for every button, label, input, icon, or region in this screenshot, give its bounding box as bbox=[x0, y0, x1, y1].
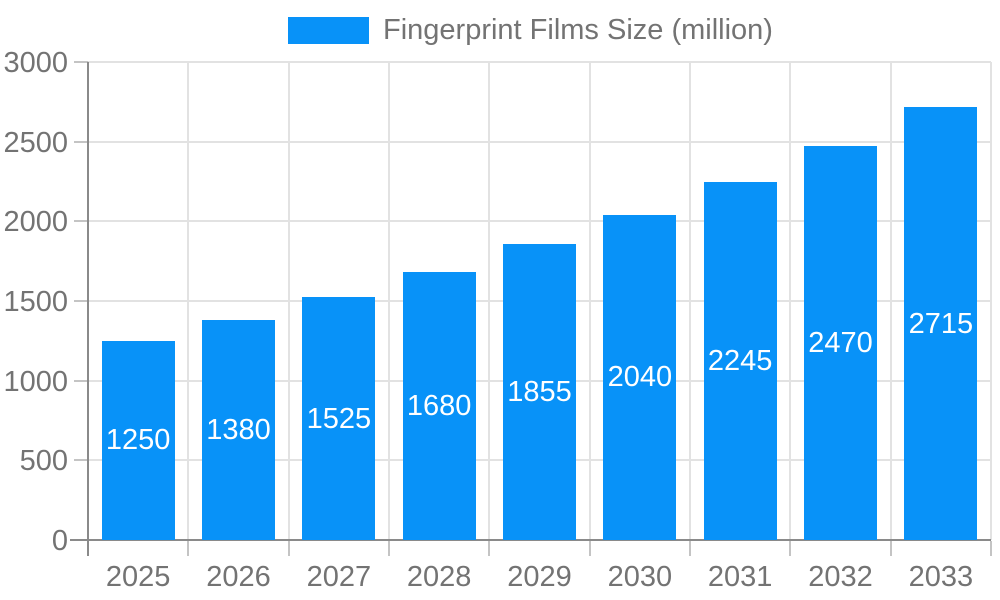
bar-2025[interactable] bbox=[101, 340, 175, 540]
y-tick bbox=[74, 459, 88, 462]
bar-value-label: 1380 bbox=[206, 414, 271, 447]
bar-2031[interactable] bbox=[703, 182, 777, 540]
y-tick bbox=[74, 140, 88, 143]
bar-value-label: 1680 bbox=[406, 390, 472, 423]
x-tick bbox=[287, 541, 290, 556]
y-gridline bbox=[88, 140, 991, 143]
y-tick-label: 500 bbox=[19, 445, 68, 478]
x-tick bbox=[388, 541, 390, 556]
legend-item[interactable]: Fingerprint Films Size (million) bbox=[288, 16, 773, 45]
y-tick-label: 2000 bbox=[3, 206, 68, 239]
x-tick bbox=[789, 541, 792, 556]
legend-swatch bbox=[288, 17, 369, 44]
x-tick-label: 2032 bbox=[808, 561, 873, 593]
x-tick-label: 2026 bbox=[206, 561, 271, 593]
bar-value-label: 1525 bbox=[306, 402, 372, 435]
bar-2028[interactable] bbox=[402, 272, 476, 540]
bar-2027[interactable] bbox=[302, 297, 376, 540]
x-tick-label: 2029 bbox=[507, 561, 572, 593]
x-tick-label: 2025 bbox=[105, 561, 171, 593]
x-tick bbox=[488, 541, 491, 556]
y-tick bbox=[74, 220, 88, 223]
bar-2030[interactable] bbox=[603, 214, 677, 540]
x-tick-label: 2028 bbox=[406, 561, 472, 593]
y-tick bbox=[74, 61, 88, 63]
bar-value-label: 2040 bbox=[607, 361, 673, 394]
x-tick bbox=[889, 541, 892, 556]
bar-value-label: 2245 bbox=[707, 345, 773, 378]
bar-2033[interactable] bbox=[904, 107, 978, 540]
x-tick bbox=[588, 541, 591, 556]
x-tick-label: 2027 bbox=[306, 561, 372, 593]
x-axis-line bbox=[70, 539, 991, 541]
bar-value-label: 1855 bbox=[507, 376, 572, 409]
x-gridline bbox=[990, 62, 992, 540]
x-tick-label: 2030 bbox=[607, 561, 673, 593]
legend-label: Fingerprint Films Size (million) bbox=[383, 14, 773, 46]
y-axis-line bbox=[87, 62, 89, 542]
x-tick-label: 2031 bbox=[707, 561, 773, 593]
y-tick bbox=[74, 379, 88, 382]
bar-value-label: 1250 bbox=[105, 424, 171, 457]
x-gridline bbox=[789, 62, 792, 540]
x-tick bbox=[87, 541, 89, 556]
x-gridline bbox=[388, 62, 390, 540]
bar-2029[interactable] bbox=[503, 244, 576, 540]
bar-value-label: 2715 bbox=[908, 307, 974, 340]
x-gridline bbox=[889, 62, 892, 540]
bar-value-label: 2470 bbox=[808, 327, 873, 360]
x-gridline bbox=[488, 62, 491, 540]
y-tick bbox=[74, 300, 88, 302]
x-tick bbox=[990, 541, 992, 556]
x-gridline bbox=[287, 62, 290, 540]
x-tick bbox=[689, 541, 691, 556]
x-tick bbox=[187, 541, 190, 556]
y-gridline bbox=[88, 61, 991, 63]
bar-2026[interactable] bbox=[202, 320, 275, 540]
bar-2032[interactable] bbox=[804, 146, 877, 540]
y-gridline bbox=[88, 220, 991, 223]
x-tick-label: 2033 bbox=[908, 561, 974, 593]
y-tick-label: 3000 bbox=[3, 47, 68, 79]
y-tick-label: 1000 bbox=[3, 365, 68, 398]
x-gridline bbox=[588, 62, 591, 540]
x-gridline bbox=[187, 62, 190, 540]
y-tick-label: 2500 bbox=[3, 126, 68, 159]
y-tick-label: 0 bbox=[51, 525, 68, 557]
y-tick-label: 1500 bbox=[3, 286, 68, 318]
x-gridline bbox=[689, 62, 691, 540]
